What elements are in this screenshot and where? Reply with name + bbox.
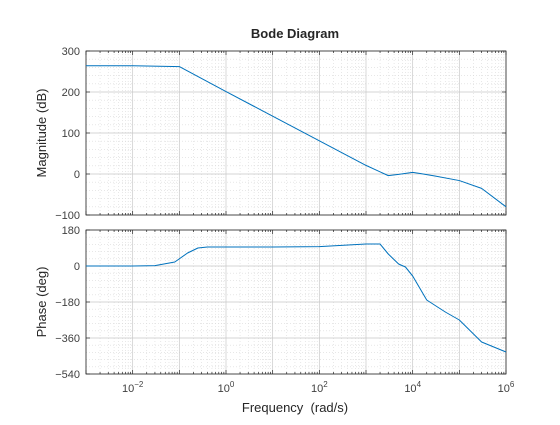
magnitude-y-tick-label: 0 bbox=[74, 169, 80, 181]
x-tick-label: 100 bbox=[218, 380, 235, 395]
x-tick-label: 106 bbox=[498, 380, 515, 395]
phase-y-tick-label: −180 bbox=[55, 297, 80, 309]
magnitude-y-tick-label: 100 bbox=[62, 128, 80, 140]
phase-panel: −540 −360 −180 0 180 10−2 100 102 104 106 bbox=[55, 225, 515, 395]
magnitude-panel: −100 0 100 200 300 bbox=[55, 46, 507, 222]
x-tick-label: 10−2 bbox=[122, 380, 144, 395]
phase-ticks bbox=[85, 229, 507, 375]
phase-series-line bbox=[86, 243, 507, 353]
phase-y-tick-label: 180 bbox=[62, 225, 80, 237]
magnitude-y-tick-label: −100 bbox=[55, 210, 80, 222]
phase-y-tick-label: −360 bbox=[55, 333, 80, 345]
frequency-axis-label: Frequency (rad/s) bbox=[242, 400, 348, 415]
magnitude-y-tick-label: 300 bbox=[62, 46, 80, 58]
chart-title: Bode Diagram bbox=[251, 26, 339, 41]
magnitude-ticks bbox=[85, 50, 507, 216]
x-tick-label: 102 bbox=[311, 380, 328, 395]
phase-y-tick-label: 0 bbox=[74, 261, 80, 273]
phase-axis-label: Phase (deg) bbox=[34, 267, 49, 338]
x-tick-label: 104 bbox=[404, 380, 421, 395]
phase-y-tick-label: −540 bbox=[55, 369, 80, 381]
magnitude-y-tick-label: 200 bbox=[62, 87, 80, 99]
magnitude-series-line bbox=[86, 65, 507, 208]
magnitude-axis-label: Magnitude (dB) bbox=[34, 89, 49, 178]
